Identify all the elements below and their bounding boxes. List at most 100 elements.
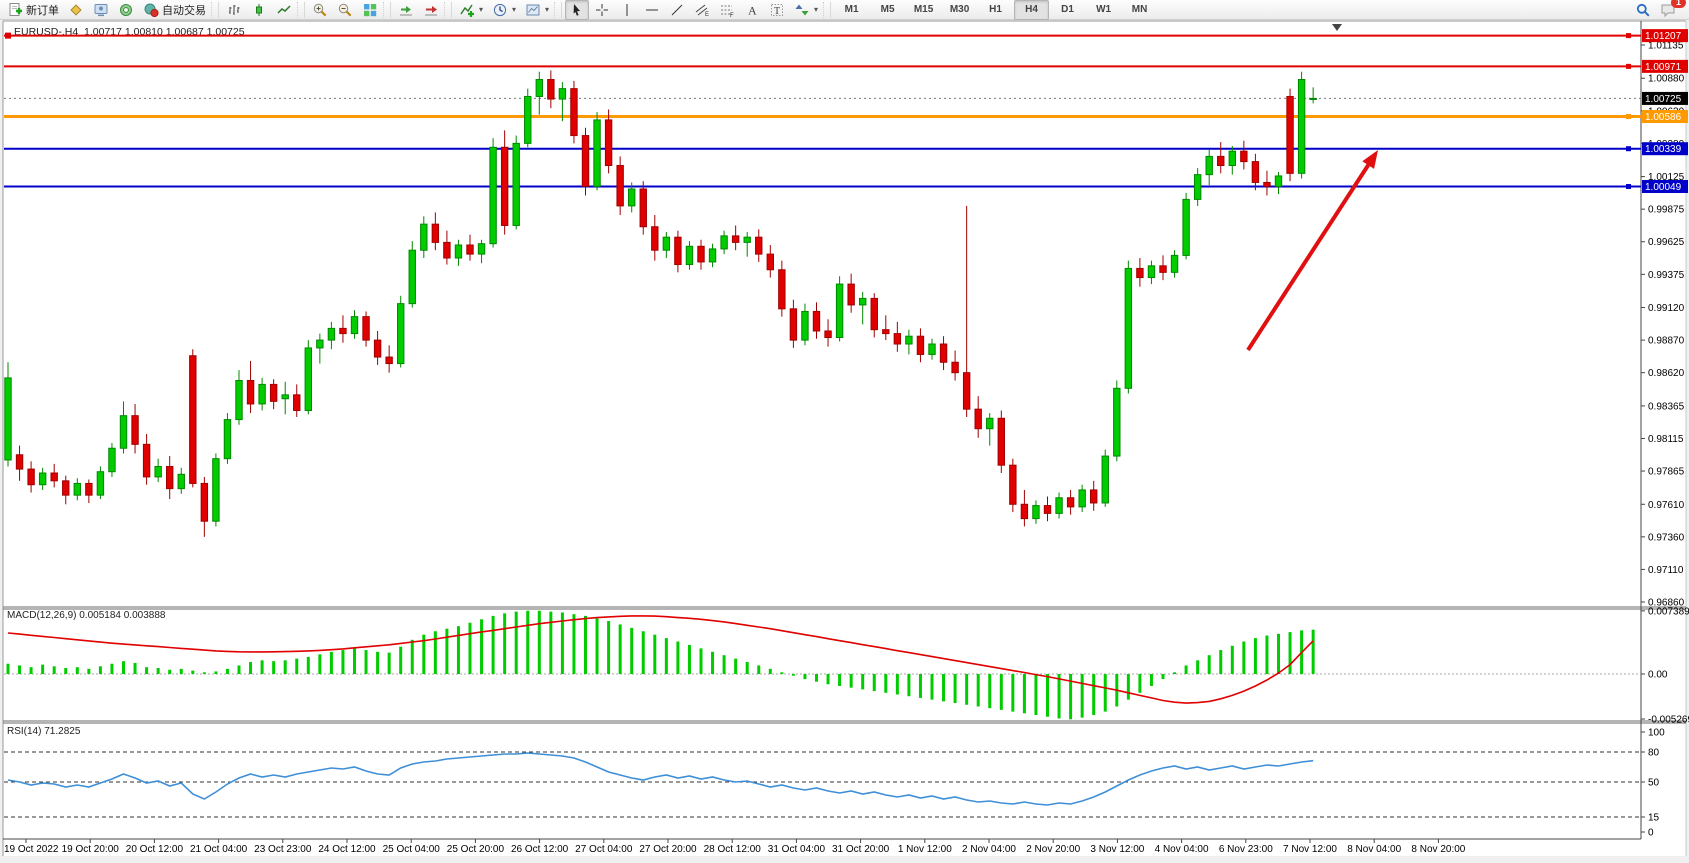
tile-windows-button[interactable] xyxy=(358,0,382,20)
market-icon xyxy=(93,2,109,18)
timeframe-d1-button[interactable]: D1 xyxy=(1061,4,1074,15)
svg-text:1.00725: 1.00725 xyxy=(1645,94,1682,105)
arrows-tool-button[interactable]: ▾ xyxy=(790,0,822,20)
svg-text:F: F xyxy=(730,13,734,18)
svg-text:-0.005269: -0.005269 xyxy=(1648,715,1689,726)
crosshair-icon xyxy=(594,2,610,18)
chart-shift-button[interactable] xyxy=(419,0,443,20)
macd-signal-line xyxy=(7,615,1314,704)
status-strip xyxy=(0,856,1689,863)
line-chart-mode-button[interactable] xyxy=(272,0,296,20)
vertical-line-icon xyxy=(619,2,635,18)
new-order-button[interactable]: 新订单 xyxy=(3,0,63,20)
svg-text:0.99625: 0.99625 xyxy=(1648,237,1685,248)
toolbar-separator xyxy=(383,1,391,18)
zoom-in-button[interactable] xyxy=(308,0,332,20)
arrows-shapes-icon xyxy=(794,2,810,18)
svg-text:0.97865: 0.97865 xyxy=(1648,467,1685,478)
periods-button[interactable]: ▾ xyxy=(488,0,520,20)
trendline-tool-button[interactable] xyxy=(665,0,689,20)
svg-text:1.01207: 1.01207 xyxy=(1645,31,1682,42)
svg-text:0.98365: 0.98365 xyxy=(1648,401,1685,412)
cursor-tool-button[interactable] xyxy=(565,0,590,20)
horizontal-line-icon xyxy=(644,2,660,18)
equidistant-channel-tool-button[interactable]: E xyxy=(690,0,714,20)
timeframe-m1-button[interactable]: M1 xyxy=(844,4,859,15)
templates-dropdown-caret[interactable]: ▾ xyxy=(545,5,550,14)
notification-badge: 1 xyxy=(1671,0,1686,8)
arrows-dropdown-caret[interactable]: ▾ xyxy=(814,5,819,14)
indicators-button[interactable]: ▾ xyxy=(455,0,487,20)
svg-text:25 Oct 04:00: 25 Oct 04:00 xyxy=(383,844,441,855)
svg-text:1.00049: 1.00049 xyxy=(1645,182,1682,193)
annotation-arrow[interactable] xyxy=(1246,150,1378,352)
svg-text:1.00971: 1.00971 xyxy=(1645,62,1682,73)
search-button[interactable] xyxy=(1631,0,1655,20)
crosshair-tool-button[interactable] xyxy=(590,0,614,20)
cursor-icon xyxy=(569,2,585,18)
auto-trading-button[interactable]: 自动交易 xyxy=(139,0,210,20)
chart-shift-marker[interactable] xyxy=(1332,24,1342,31)
svg-text:1.00586: 1.00586 xyxy=(1645,112,1682,123)
notifications-button[interactable]: 1 xyxy=(1656,0,1686,20)
tile-windows-icon xyxy=(362,2,378,18)
price-tags: 1.01207 1.00971 1.00725 1.00586 1.00339 1.000… xyxy=(1642,29,1688,193)
periods-dropdown-caret[interactable]: ▾ xyxy=(512,5,517,14)
zoom-out-button[interactable] xyxy=(333,0,357,20)
text-label-tool-button[interactable]: T xyxy=(765,0,789,20)
equidistant-channel-icon: E xyxy=(694,2,710,18)
indicators-icon xyxy=(459,2,475,18)
fibonacci-tool-button[interactable]: F xyxy=(715,0,739,20)
rsi-label: RSI(14) 71.2825 xyxy=(7,726,81,737)
timeframe-m5-button[interactable]: M5 xyxy=(880,4,895,15)
svg-text:2 Nov 04:00: 2 Nov 04:00 xyxy=(962,844,1016,855)
timeframe-m30-button[interactable]: M30 xyxy=(949,4,970,15)
svg-text:7 Nov 12:00: 7 Nov 12:00 xyxy=(1283,844,1337,855)
svg-text:0.98115: 0.98115 xyxy=(1648,434,1684,445)
svg-text:0.97610: 0.97610 xyxy=(1648,500,1685,511)
candles xyxy=(4,70,1317,537)
svg-text:0.99875: 0.99875 xyxy=(1648,205,1685,216)
candlestick-mode-button[interactable] xyxy=(247,0,271,20)
svg-text:50: 50 xyxy=(1648,778,1660,789)
chart-shift-icon xyxy=(423,2,439,18)
text-label-icon: T xyxy=(769,2,785,18)
search-icon xyxy=(1635,2,1651,18)
svg-text:1.00880: 1.00880 xyxy=(1648,74,1685,85)
text-tool-button[interactable]: A xyxy=(740,0,764,20)
svg-text:0.96860: 0.96860 xyxy=(1648,597,1685,608)
timeframe-h1-button[interactable]: H1 xyxy=(989,4,1002,15)
text-a-icon: A xyxy=(744,2,760,18)
bar-chart-mode-button[interactable] xyxy=(222,0,246,20)
svg-text:0.99120: 0.99120 xyxy=(1648,303,1685,314)
signals-icon xyxy=(118,2,134,18)
svg-text:0.98870: 0.98870 xyxy=(1648,336,1685,347)
horizontal-line-tool-button[interactable] xyxy=(640,0,664,20)
auto-scroll-button[interactable] xyxy=(394,0,418,20)
templates-icon xyxy=(525,2,541,18)
signals-button[interactable] xyxy=(114,0,138,20)
svg-text:1.01135: 1.01135 xyxy=(1648,41,1684,52)
gold-diamond-icon xyxy=(68,2,84,18)
timeframe-w1-button[interactable]: W1 xyxy=(1096,4,1112,15)
timeframe-m15-button[interactable]: M15 xyxy=(913,4,934,15)
new-order-icon xyxy=(7,2,23,18)
timeframe-h4-button[interactable]: H4 xyxy=(1014,0,1050,20)
metaquotes-button[interactable] xyxy=(64,0,88,20)
horizontal-level-lines[interactable] xyxy=(4,32,1641,189)
rsi-line xyxy=(7,752,1314,806)
timeframe-mn-button[interactable]: MN xyxy=(1131,4,1148,15)
svg-text:2 Nov 20:00: 2 Nov 20:00 xyxy=(1026,844,1080,855)
vertical-line-tool-button[interactable] xyxy=(615,0,639,20)
templates-button[interactable]: ▾ xyxy=(521,0,553,20)
svg-text:1 Nov 12:00: 1 Nov 12:00 xyxy=(898,844,952,855)
time-axis-labels: 19 Oct 2022 19 Oct 20:00 20 Oct 12:00 21 Oc… xyxy=(4,839,1466,855)
svg-text:31 Oct 04:00: 31 Oct 04:00 xyxy=(768,844,826,855)
svg-text:E: E xyxy=(705,12,709,18)
market-button[interactable] xyxy=(89,0,113,20)
toolbar-separator xyxy=(823,1,832,18)
indicators-dropdown-caret[interactable]: ▾ xyxy=(479,5,484,14)
chart-background[interactable] xyxy=(3,21,1686,856)
